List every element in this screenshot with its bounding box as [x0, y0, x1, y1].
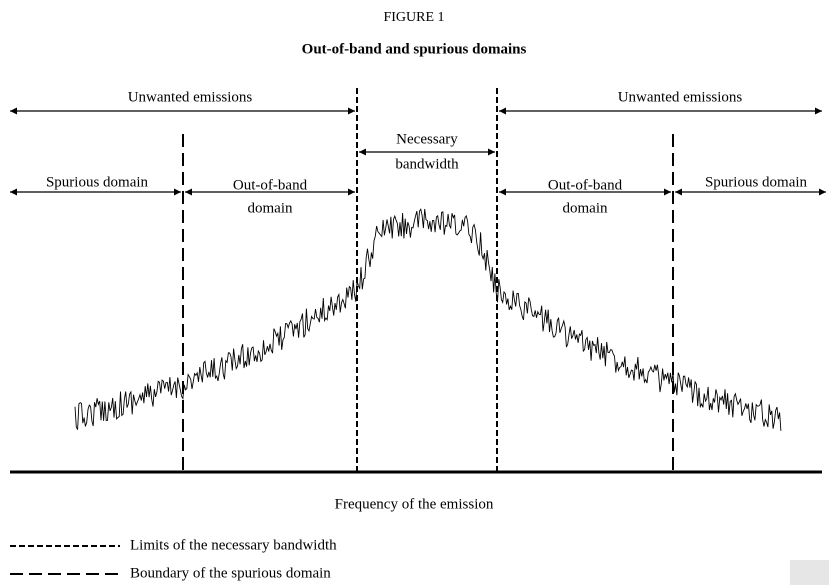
label: Out-of-band: [233, 177, 308, 193]
legend-label: Limits of the necessary bandwidth: [130, 537, 337, 553]
label: Spurious domain: [705, 174, 808, 190]
label: domain: [563, 200, 608, 216]
label: Unwanted emissions: [618, 89, 743, 105]
label: Unwanted emissions: [128, 89, 253, 105]
label: Necessary: [396, 131, 458, 147]
axis-label: Frequency of the emission: [335, 496, 494, 512]
spectrum: [74, 208, 782, 431]
figure-title: Out-of-band and spurious domains: [302, 41, 527, 57]
label: Out-of-band: [548, 177, 623, 193]
label: Spurious domain: [46, 174, 149, 190]
corner-box: [790, 560, 829, 585]
legend-label: Boundary of the spurious domain: [130, 565, 331, 581]
figure-number: FIGURE 1: [383, 10, 444, 25]
label: bandwidth: [395, 156, 459, 172]
label: domain: [248, 200, 293, 216]
